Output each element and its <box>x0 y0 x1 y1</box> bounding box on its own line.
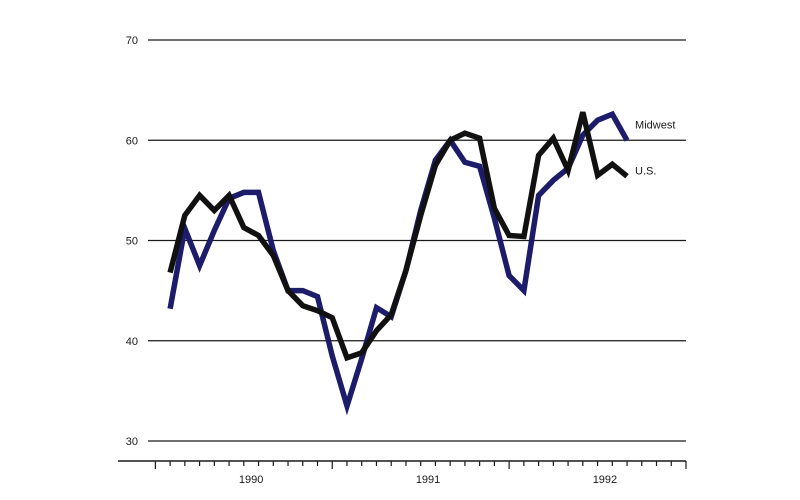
series-line-us <box>167 111 629 362</box>
series-labels: Midwest U.S. <box>635 119 675 177</box>
y-tick-label-70: 70 <box>126 35 138 47</box>
series-line-midwest <box>167 110 630 416</box>
y-tick-label-60: 60 <box>126 135 138 147</box>
gridlines <box>148 39 686 442</box>
y-tick-label-50: 50 <box>126 236 138 248</box>
series-lines <box>167 110 630 416</box>
y-tick-label-30: 30 <box>126 436 138 448</box>
x-tick-label-1992: 1992 <box>593 474 617 486</box>
series-label-us: U.S. <box>635 165 656 177</box>
x-tick-label-1991: 1991 <box>416 474 440 486</box>
x-tick-label-1990: 1990 <box>239 474 263 486</box>
y-axis-labels: 30 40 50 60 70 <box>126 35 138 448</box>
series-label-midwest: Midwest <box>635 119 675 131</box>
x-axis: 1990 1991 1992 <box>118 460 687 486</box>
y-tick-label-40: 40 <box>126 336 138 348</box>
